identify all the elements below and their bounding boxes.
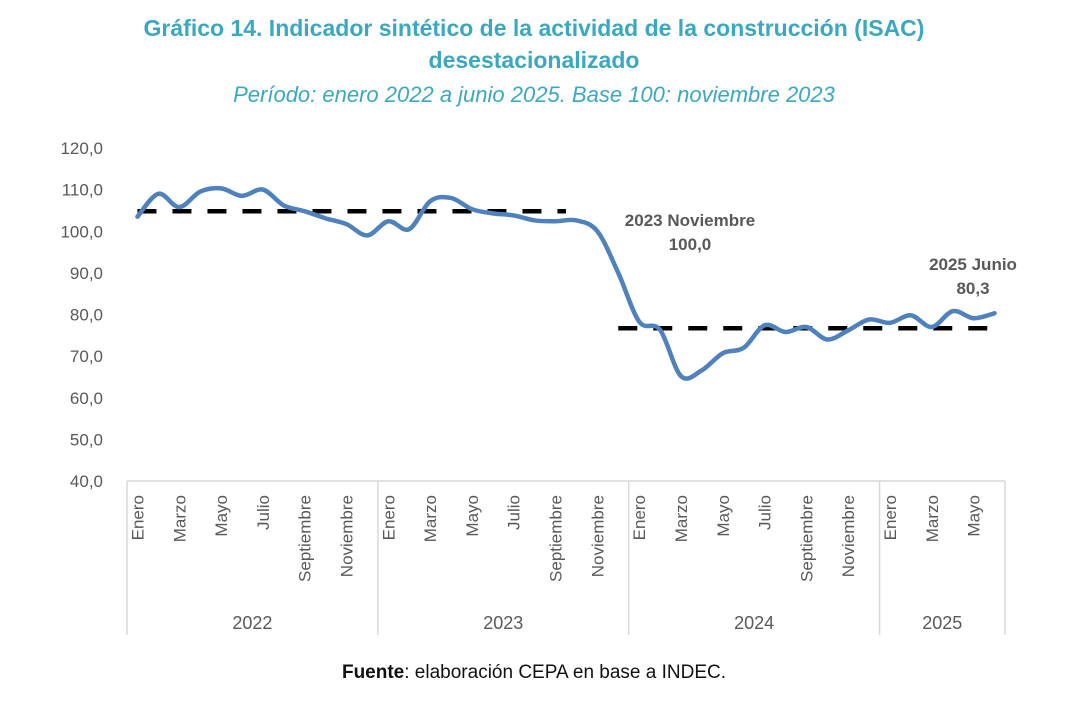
x-month-label: Marzo: [672, 495, 691, 542]
x-year-label: 2024: [734, 613, 774, 633]
source-label: Fuente: [341, 662, 405, 683]
data-label: 2023 Noviembre: [625, 211, 755, 230]
data-label: 80,3: [956, 279, 989, 298]
y-tick-label: 60,0: [70, 389, 103, 408]
x-month-label: Julio: [756, 495, 775, 530]
x-month-label: Mayo: [714, 495, 733, 537]
x-month-label: Septiembre: [547, 495, 566, 582]
y-tick-label: 110,0: [62, 181, 103, 200]
x-month-label: Mayo: [965, 495, 984, 537]
y-tick-label: 40,0: [70, 472, 103, 491]
x-month-label: Enero: [881, 495, 900, 540]
x-month-label: Enero: [630, 495, 649, 540]
x-month-label: Mayo: [212, 495, 231, 537]
chart-title-line2: desestacionalizado: [428, 47, 640, 73]
x-month-label: Septiembre: [296, 495, 315, 582]
x-month-label: Marzo: [170, 495, 189, 542]
source-text: : elaboración CEPA en base a INDEC.: [404, 662, 727, 683]
series-line-isac: [135, 185, 997, 381]
x-year-label: 2023: [483, 613, 523, 633]
x-month-label: Enero: [379, 495, 398, 540]
y-tick-label: 70,0: [70, 347, 103, 366]
y-tick-label: 50,0: [70, 430, 103, 449]
data-label: 100,0: [669, 235, 712, 254]
y-tick-label: 80,0: [70, 306, 103, 325]
x-year-label: 2022: [232, 613, 272, 633]
x-month-label: Noviembre: [588, 495, 607, 577]
x-month-label: Septiembre: [797, 495, 816, 582]
x-month-label: Mayo: [463, 495, 482, 537]
x-month-label: Marzo: [923, 495, 942, 542]
y-tick-label: 100,0: [60, 222, 103, 241]
x-month-label: Marzo: [421, 495, 440, 542]
y-tick-label: 90,0: [70, 264, 103, 283]
x-month-label: Noviembre: [338, 495, 357, 577]
x-year-label: 2025: [922, 613, 962, 633]
x-month-label: Enero: [128, 495, 147, 540]
x-month-label: Julio: [505, 495, 524, 530]
source-note: Fuente: elaboración CEPA en base a INDEC…: [0, 662, 1068, 684]
x-month-label: Julio: [254, 495, 273, 530]
data-label: 2025 Junio: [929, 255, 1017, 274]
chart-title-line1: Gráfico 14. Indicador sintético de la ac…: [143, 15, 925, 41]
x-month-label: Noviembre: [839, 495, 858, 577]
y-tick-label: 120,0: [60, 139, 103, 158]
chart-subtitle: Período: enero 2022 a junio 2025. Base 1…: [233, 82, 835, 107]
